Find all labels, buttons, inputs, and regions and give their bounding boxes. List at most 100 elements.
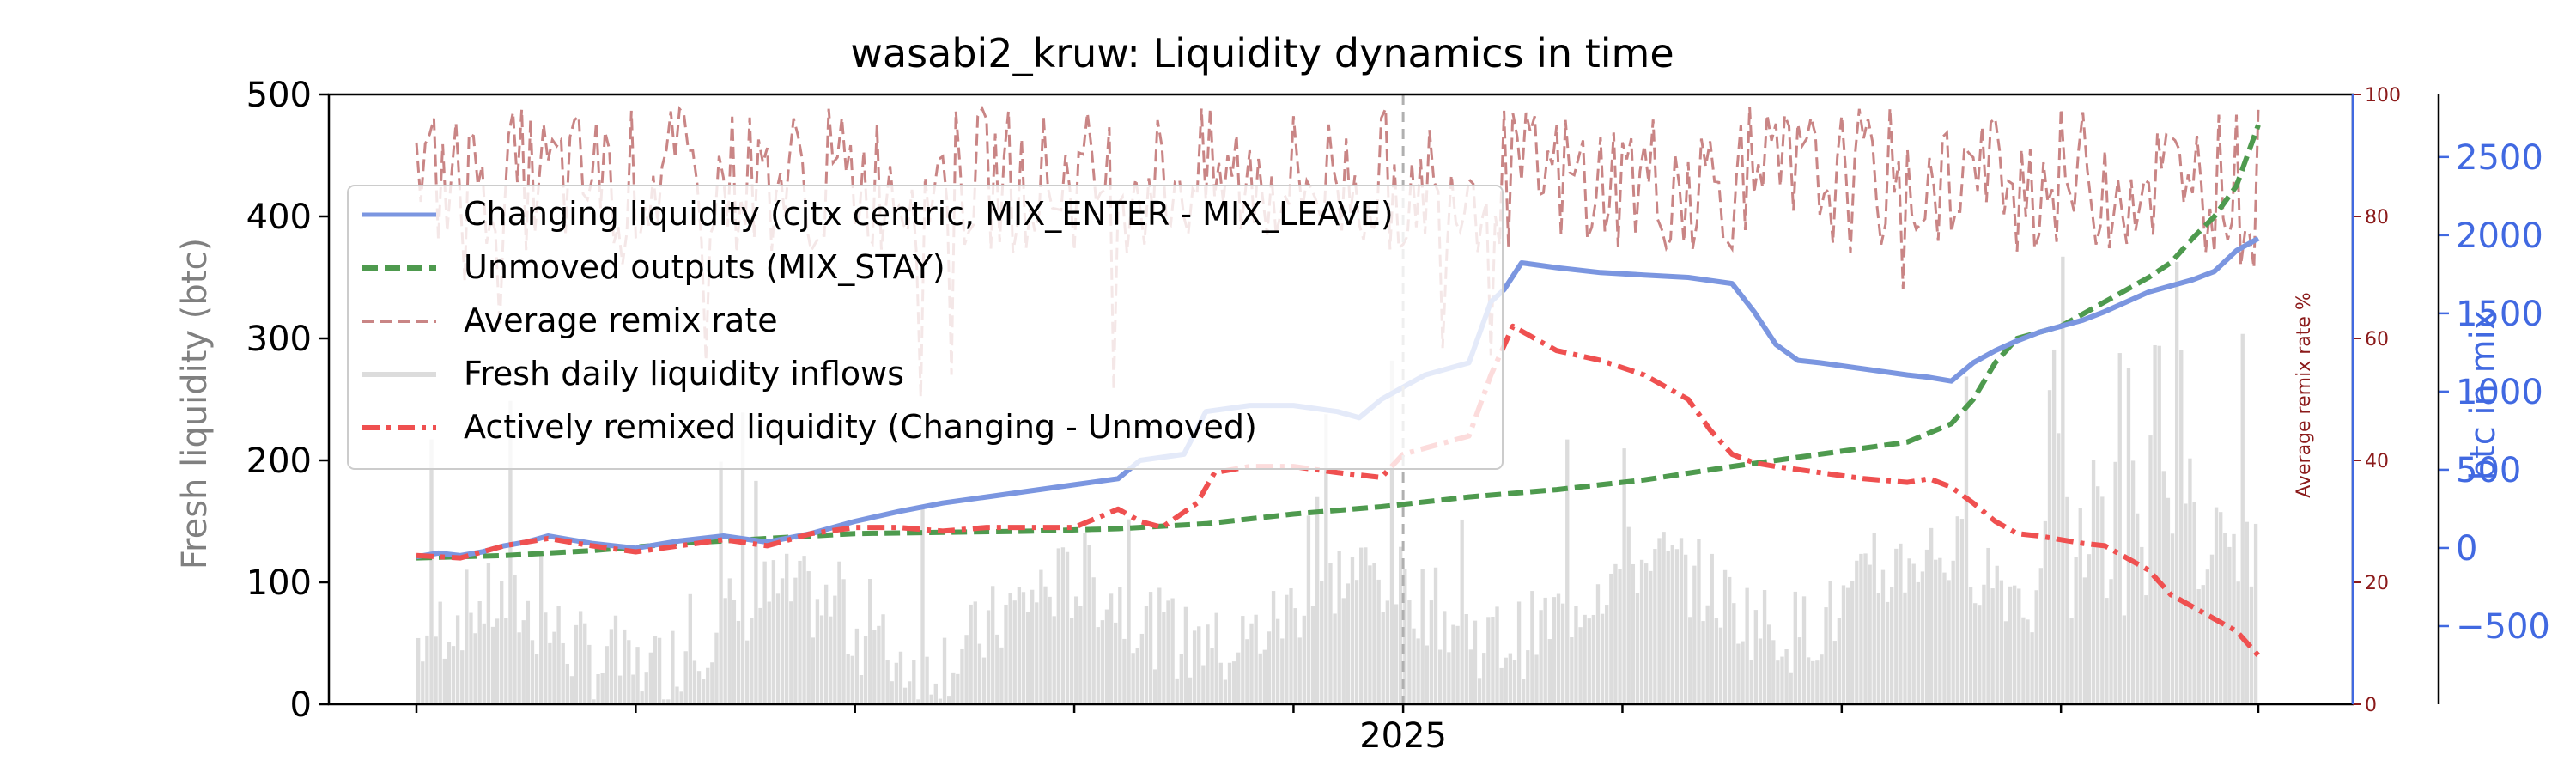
- fresh-bar: [1008, 593, 1012, 704]
- fresh-bar: [526, 600, 531, 704]
- fresh-bar: [416, 637, 421, 704]
- fresh-bar: [455, 615, 460, 704]
- fresh-bar: [1995, 565, 1999, 704]
- fresh-bar: [1745, 587, 1749, 704]
- fresh-bar: [815, 599, 820, 704]
- fresh-bar: [2038, 568, 2043, 704]
- fresh-bar: [1859, 553, 1863, 704]
- fresh-bar: [1218, 662, 1223, 704]
- fresh-bar: [1350, 557, 1355, 704]
- fresh-bar: [2136, 513, 2140, 704]
- fresh-bar: [692, 660, 697, 704]
- fresh-bar: [1065, 551, 1070, 704]
- fresh-bar: [1433, 567, 1438, 704]
- fresh-bar: [780, 578, 785, 704]
- fresh-bar: [1868, 564, 1872, 704]
- fresh-bar: [1552, 597, 1557, 704]
- fresh-bar: [495, 618, 500, 704]
- fresh-bar: [942, 637, 947, 704]
- y-right-outer-tick-label: −500: [2456, 607, 2550, 647]
- fresh-bar: [556, 606, 561, 704]
- fresh-bar: [1824, 607, 1828, 704]
- fresh-bar: [1302, 615, 1306, 704]
- fresh-bar: [701, 679, 706, 704]
- fresh-bar: [2126, 368, 2131, 704]
- fresh-bar: [653, 636, 658, 704]
- fresh-bar: [2047, 390, 2052, 704]
- fresh-bar: [1385, 600, 1390, 704]
- fresh-bar: [951, 672, 956, 704]
- fresh-bar: [819, 615, 824, 704]
- y-right-inner-tick-label: 60: [2365, 329, 2389, 350]
- fresh-bar: [771, 560, 776, 704]
- fresh-bar: [1683, 554, 1688, 704]
- fresh-bar: [429, 439, 434, 704]
- fresh-bar: [617, 675, 623, 704]
- fresh-bar: [679, 691, 683, 704]
- fresh-bar: [1197, 626, 1201, 704]
- fresh-bar: [1534, 654, 1539, 704]
- fresh-bar: [1491, 616, 1495, 704]
- fresh-bar: [1144, 606, 1149, 704]
- fresh-bar: [613, 615, 618, 704]
- fresh-bar: [1797, 637, 1802, 704]
- legend-item-fresh: Fresh daily liquidity inflows: [362, 355, 904, 393]
- legend-label-fresh: Fresh daily liquidity inflows: [464, 355, 904, 393]
- fresh-bar: [2232, 533, 2236, 704]
- fresh-bar: [1920, 571, 1925, 704]
- fresh-bar: [894, 662, 899, 704]
- fresh-bar: [1679, 538, 1684, 704]
- fresh-bar: [714, 632, 719, 704]
- fresh-bar: [1210, 648, 1214, 704]
- fresh-bar: [846, 654, 850, 704]
- fresh-bar: [1166, 600, 1170, 704]
- legend-item-changing: Changing liquidity (cjtx centric, MIX_EN…: [362, 195, 1394, 233]
- fresh-bar: [995, 634, 999, 704]
- y-left-tick-label: 300: [246, 320, 312, 359]
- fresh-bar: [1850, 581, 1855, 704]
- fresh-bar: [666, 699, 671, 704]
- fresh-bar: [1091, 577, 1096, 704]
- fresh-bar: [1841, 585, 1846, 704]
- fresh-bar: [1354, 580, 1359, 704]
- fresh-bar: [2091, 460, 2096, 704]
- fresh-bar: [969, 604, 973, 704]
- fresh-bar: [841, 579, 846, 704]
- fresh-bar: [1784, 648, 1789, 704]
- fresh-bar: [544, 612, 548, 704]
- fresh-bar: [1543, 597, 1547, 704]
- fresh-bar: [2017, 588, 2021, 704]
- fresh-bar: [2166, 497, 2171, 704]
- fresh-bar: [1736, 643, 1741, 704]
- fresh-bar: [1315, 496, 1320, 704]
- fresh-bar: [460, 650, 465, 704]
- legend-item-active: Actively remixed liquidity (Changing - U…: [362, 408, 1257, 446]
- fresh-bar: [477, 600, 482, 704]
- fresh-bar: [1443, 611, 1447, 704]
- fresh-bar: [736, 620, 741, 704]
- fresh-bar: [1425, 645, 1429, 704]
- fresh-bar: [806, 571, 811, 704]
- fresh-bar: [605, 646, 609, 704]
- fresh-bar: [1516, 601, 1522, 704]
- legend-item-remix: Average remix rate: [362, 301, 778, 339]
- fresh-bar: [1162, 612, 1166, 704]
- fresh-bar: [1955, 516, 1959, 704]
- fresh-bar: [2153, 344, 2157, 704]
- fresh-bar: [1280, 638, 1285, 704]
- fresh-bar: [1451, 624, 1455, 704]
- fresh-bar: [1591, 614, 1596, 704]
- fresh-bar: [2223, 533, 2227, 704]
- remix-rate-layer: [415, 105, 2260, 398]
- fresh-bar: [986, 610, 991, 704]
- fresh-bar: [1179, 654, 1183, 704]
- fresh-bar: [1885, 601, 1890, 704]
- y-right-outer-tick-label: 0: [2456, 529, 2477, 569]
- fresh-bar: [1039, 569, 1043, 704]
- fresh-bar: [442, 658, 447, 704]
- fresh-bar: [1762, 590, 1767, 704]
- fresh-bar: [1631, 563, 1636, 704]
- fresh-bar: [1175, 678, 1179, 704]
- fresh-bar: [2214, 507, 2219, 704]
